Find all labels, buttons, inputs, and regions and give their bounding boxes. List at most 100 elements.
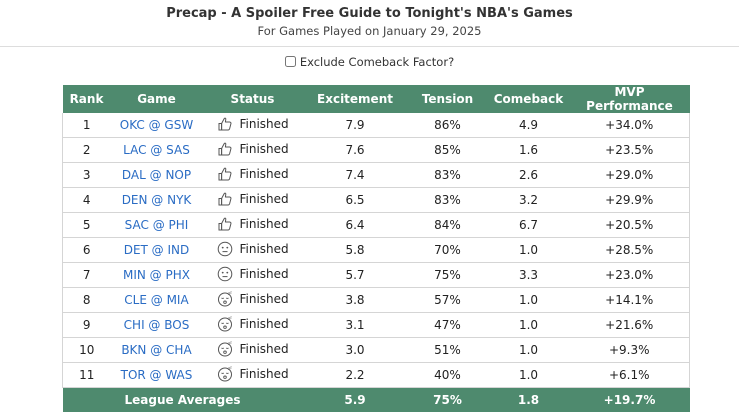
thumbs-up-icon (217, 116, 233, 132)
column-header-game[interactable]: Game (111, 85, 203, 113)
status-wrap: Finished (217, 216, 289, 232)
excitement-cell: 5.8 (303, 238, 408, 263)
exclude-comeback-checkbox[interactable] (285, 56, 296, 67)
avg-mvp: +19.7% (570, 388, 690, 412)
status-cell: Finished (203, 238, 303, 263)
rank-cell: 2 (63, 138, 111, 163)
thumbs-up-icon (217, 166, 233, 182)
avg-excitement: 5.9 (303, 388, 408, 412)
league-averages-label: League Averages (63, 388, 303, 412)
game-link[interactable]: SAC @ PHI (125, 218, 189, 232)
excitement-cell: 5.7 (303, 263, 408, 288)
mvp-cell: +34.0% (570, 113, 690, 138)
tension-cell: 75% (408, 263, 488, 288)
excitement-cell: 7.9 (303, 113, 408, 138)
game-link[interactable]: OKC @ GSW (120, 118, 193, 132)
comeback-cell: 2.6 (488, 163, 570, 188)
mvp-cell: +6.1% (570, 363, 690, 388)
column-header-excitement[interactable]: Excitement (303, 85, 408, 113)
game-link[interactable]: CLE @ MIA (124, 293, 188, 307)
rank-cell: 5 (63, 213, 111, 238)
rank-cell: 8 (63, 288, 111, 313)
status-wrap: Finished (217, 166, 289, 182)
tension-cell: 57% (408, 288, 488, 313)
page-subtitle: For Games Played on January 29, 2025 (0, 24, 739, 38)
comeback-cell: 1.0 (488, 363, 570, 388)
comeback-cell: 3.2 (488, 188, 570, 213)
exclude-comeback-label: Exclude Comeback Factor? (300, 55, 454, 69)
status-cell: Finished (203, 163, 303, 188)
game-cell: LAC @ SAS (111, 138, 203, 163)
column-header-rank[interactable]: Rank (63, 85, 111, 113)
excitement-cell: 7.6 (303, 138, 408, 163)
svg-text:z: z (230, 341, 232, 345)
game-link[interactable]: TOR @ WAS (121, 368, 193, 382)
game-link[interactable]: CHI @ BOS (124, 318, 190, 332)
game-cell: OKC @ GSW (111, 113, 203, 138)
comeback-cell: 1.6 (488, 138, 570, 163)
game-cell: MIN @ PHX (111, 263, 203, 288)
excitement-cell: 7.4 (303, 163, 408, 188)
excitement-cell: 6.5 (303, 188, 408, 213)
tension-cell: 40% (408, 363, 488, 388)
excitement-cell: 6.4 (303, 213, 408, 238)
svg-text:z: z (230, 366, 232, 370)
header-divider (0, 46, 739, 47)
game-link[interactable]: DEN @ NYK (122, 193, 192, 207)
status-text: Finished (240, 192, 289, 206)
status-text: Finished (240, 142, 289, 156)
comeback-cell: 1.0 (488, 338, 570, 363)
game-link[interactable]: DAL @ NOP (122, 168, 191, 182)
rank-cell: 3 (63, 163, 111, 188)
rank-cell: 1 (63, 113, 111, 138)
status-text: Finished (240, 292, 289, 306)
tension-cell: 84% (408, 213, 488, 238)
mvp-cell: +20.5% (570, 213, 690, 238)
league-averages-row: League Averages 5.9 75% 1.8 +19.7% (63, 388, 690, 412)
mvp-cell: +23.0% (570, 263, 690, 288)
game-link[interactable]: BKN @ CHA (121, 343, 191, 357)
comeback-cell: 6.7 (488, 213, 570, 238)
excitement-cell: 3.8 (303, 288, 408, 313)
exclude-comeback-label-wrap[interactable]: Exclude Comeback Factor? (285, 55, 454, 69)
status-cell: Finished (203, 113, 303, 138)
rank-cell: 6 (63, 238, 111, 263)
tension-cell: 47% (408, 313, 488, 338)
game-cell: TOR @ WAS (111, 363, 203, 388)
page-title: Precap - A Spoiler Free Guide to Tonight… (0, 6, 739, 21)
excitement-cell: 2.2 (303, 363, 408, 388)
excitement-cell: 3.0 (303, 338, 408, 363)
mvp-cell: +9.3% (570, 338, 690, 363)
tension-cell: 86% (408, 113, 488, 138)
game-link[interactable]: MIN @ PHX (123, 268, 190, 282)
game-link[interactable]: DET @ IND (124, 243, 190, 257)
status-wrap: Finished (217, 191, 289, 207)
column-header-status[interactable]: Status (203, 85, 303, 113)
column-header-mvp-performance[interactable]: MVP Performance (570, 85, 690, 113)
status-cell: Finished (203, 138, 303, 163)
tension-cell: 51% (408, 338, 488, 363)
neutral-face-icon (217, 241, 233, 257)
rank-cell: 10 (63, 338, 111, 363)
tension-cell: 85% (408, 138, 488, 163)
column-header-tension[interactable]: Tension (408, 85, 488, 113)
exclude-comeback-option: Exclude Comeback Factor? (0, 55, 739, 69)
rank-cell: 7 (63, 263, 111, 288)
mvp-cell: +21.6% (570, 313, 690, 338)
rank-cell: 11 (63, 363, 111, 388)
game-link[interactable]: LAC @ SAS (123, 143, 190, 157)
comeback-cell: 1.0 (488, 288, 570, 313)
column-header-comeback[interactable]: Comeback (488, 85, 570, 113)
